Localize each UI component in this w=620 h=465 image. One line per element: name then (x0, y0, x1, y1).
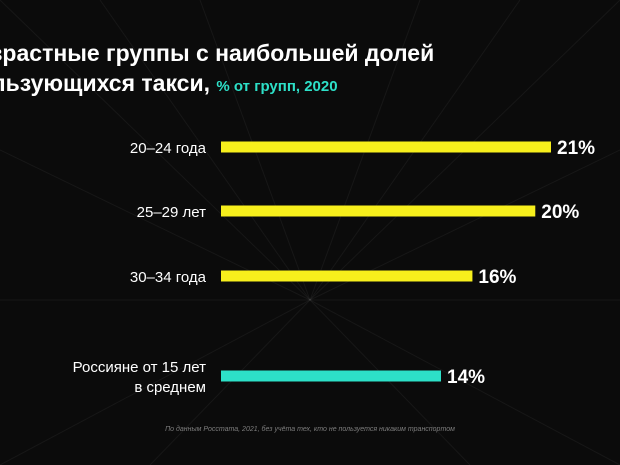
bar-1 (221, 205, 536, 217)
chart-subtitle: % от групп, 2020 (216, 78, 338, 95)
value-label-3: 14% (447, 367, 485, 388)
value-label-0: 21% (557, 138, 595, 159)
bar-3 (221, 370, 441, 382)
category-label-0: 20–24 года (130, 140, 207, 157)
chart-title-line2: льзующихся такси, % от групп, 2020 (0, 68, 615, 102)
chart-title-line2-text: льзующихся такси, (0, 70, 210, 96)
chart-title-line1: зрастные группы с наибольшей долей (0, 40, 435, 66)
source-note: По данным Росстата, 2021, без учёта тех,… (165, 426, 455, 433)
category-label-3-line0: Россияне от 15 лет (73, 359, 206, 376)
value-label-2: 16% (478, 267, 516, 288)
bar-2 (221, 270, 473, 282)
category-label-1: 25–29 лет (137, 204, 206, 221)
category-label-2: 30–34 года (130, 269, 207, 286)
chart-title: зрастные группы с наибольшей долей льзую… (0, 38, 615, 102)
value-label-1: 20% (541, 202, 579, 223)
category-label-3-line1: в среднем (134, 379, 206, 396)
bar-0 (221, 141, 551, 153)
